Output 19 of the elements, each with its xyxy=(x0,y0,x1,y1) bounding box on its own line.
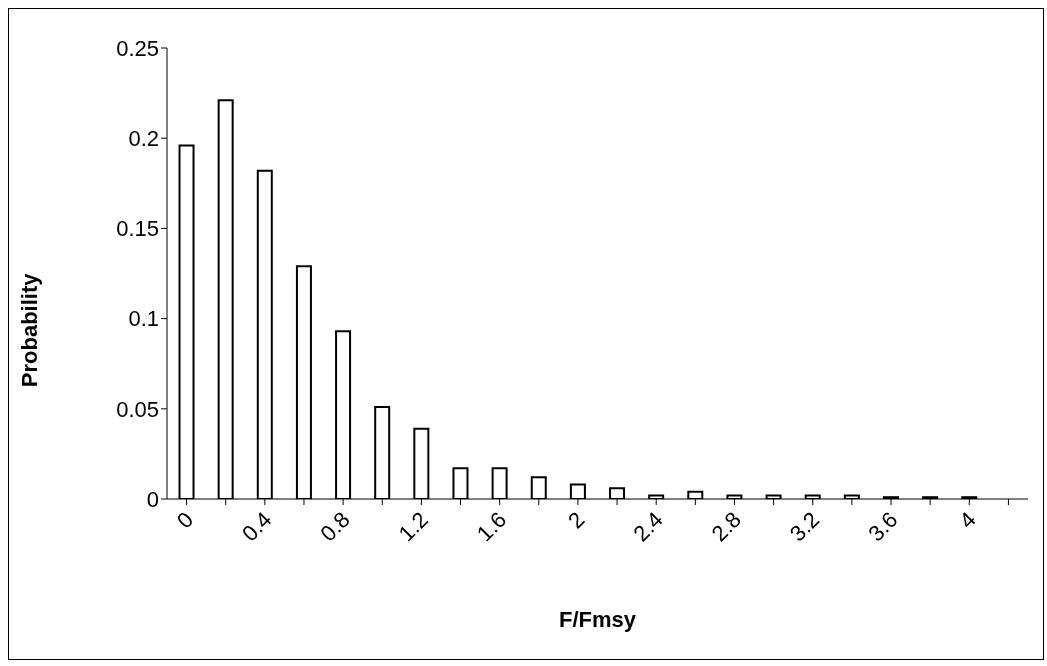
x-tick-label: 2.8 xyxy=(706,506,747,547)
x-tick-label: 3.6 xyxy=(863,506,903,547)
x-axis-title: F/Fmsy xyxy=(558,607,637,632)
x-tick-label: 4 xyxy=(954,506,981,534)
y-axis-title: Probability xyxy=(16,272,42,388)
x-tick-label: 1.6 xyxy=(471,506,512,547)
x-tick-label: 3.2 xyxy=(784,506,825,547)
x-tick-label: 0.4 xyxy=(237,506,277,547)
x-tick-label: 0.8 xyxy=(315,506,355,547)
x-tick-label: 2.4 xyxy=(628,506,668,547)
x-tick-label: 0 xyxy=(171,506,199,534)
x-tick-label: 1.2 xyxy=(393,506,433,547)
y-tick-label: 0 xyxy=(146,486,159,512)
y-tick-label: 0.2 xyxy=(128,126,159,152)
y-tick-label: 0.1 xyxy=(128,306,159,332)
y-tick-label: 0.15 xyxy=(116,216,159,242)
x-tick-label: 2 xyxy=(563,506,590,534)
y-tick-label: 0.25 xyxy=(116,35,159,61)
y-tick-label: 0.05 xyxy=(116,396,159,422)
